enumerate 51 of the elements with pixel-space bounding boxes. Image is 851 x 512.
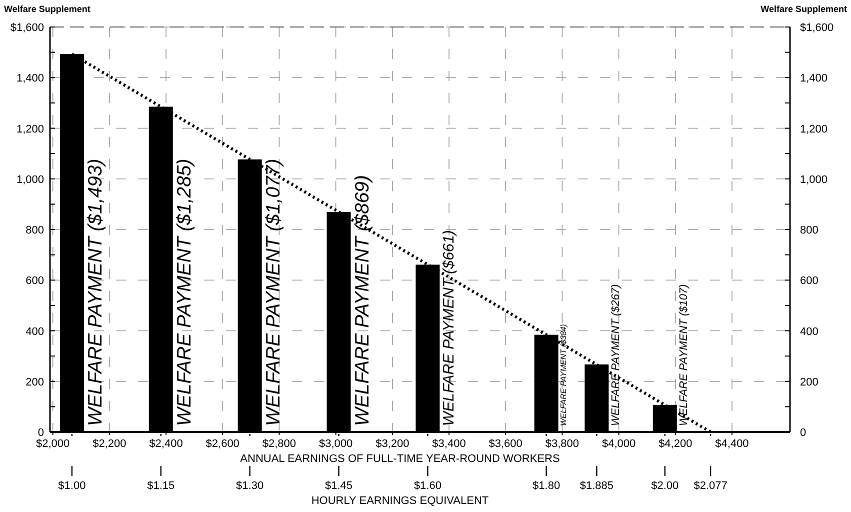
y-tick-label: 0 bbox=[38, 427, 44, 439]
y2-tick-label: 0 bbox=[800, 427, 806, 439]
data-label: WELFARE PAYMENT ($1,493) bbox=[84, 158, 106, 426]
x-tick-label: $3,600 bbox=[488, 438, 522, 450]
data-label: WELFARE PAYMENT ($661) bbox=[440, 230, 458, 426]
x-axis-title: ANNUAL EARNINGS OF FULL-TIME YEAR-ROUND WORKERS bbox=[240, 453, 560, 465]
x2-tick-label: $2.00 bbox=[651, 480, 679, 492]
y-tick-label: 800 bbox=[26, 224, 44, 236]
y2-tick-label: $1,600 bbox=[800, 22, 834, 34]
data-label: WELFARE PAYMENT ($1,285) bbox=[173, 158, 196, 426]
y2-axis-title: Welfare Supplement bbox=[760, 4, 847, 14]
x-tick-label: $2,400 bbox=[149, 438, 183, 450]
x-tick-label: $3,800 bbox=[545, 438, 580, 450]
x2-tick-label: $1.30 bbox=[236, 480, 264, 492]
data-label: WELFARE PAYMENT ($1,077) bbox=[262, 158, 284, 426]
x-tick-label: $3,200 bbox=[376, 438, 410, 450]
y2-tick-label: 600 bbox=[800, 275, 818, 288]
x-tick-label: $2,800 bbox=[262, 438, 296, 450]
data-label: WELFARE PAYMENT ($107) bbox=[678, 284, 690, 426]
y-axis-title: Welfare Supplement bbox=[4, 4, 90, 14]
x-tick-label: $2,600 bbox=[206, 438, 240, 450]
x2-tick-label: $1.45 bbox=[325, 480, 353, 492]
y-tick-label: 400 bbox=[26, 326, 44, 338]
x2-tick-label: $1.885 bbox=[580, 480, 614, 492]
x2-tick-label: $1.00 bbox=[58, 480, 86, 492]
x2-axis-title: HOURLY EARNINGS EQUIVALENT bbox=[311, 495, 489, 507]
x-tick-label: $4,200 bbox=[658, 438, 692, 450]
x2-tick-label: $1.15 bbox=[147, 480, 175, 492]
x2-tick-label: $1.80 bbox=[532, 480, 560, 492]
y-tick-label: 200 bbox=[26, 376, 44, 388]
y2-tick-label: 1,200 bbox=[800, 123, 828, 136]
x2-tick-label: $2.077 bbox=[694, 480, 728, 492]
y2-tick-label: 1,000 bbox=[800, 174, 828, 186]
x-tick-label: $2,200 bbox=[92, 438, 126, 450]
y-tick-label: $1,600 bbox=[10, 22, 44, 34]
y2-tick-label: 200 bbox=[800, 376, 818, 388]
x-tick-label: $4,000 bbox=[602, 438, 636, 450]
y2-tick-label: 1,400 bbox=[800, 72, 828, 85]
y2-tick-label: 800 bbox=[800, 224, 818, 236]
x-tick-label: $3,400 bbox=[432, 438, 466, 450]
y2-tick-label: 400 bbox=[800, 326, 818, 338]
y-tick-label: 1,400 bbox=[16, 72, 44, 85]
data-label: WELFARE PAYMENT ($869) bbox=[351, 175, 374, 426]
x-tick-label: $2,000 bbox=[36, 438, 70, 450]
x2-tick-label: $1.60 bbox=[414, 480, 442, 492]
y-tick-label: 600 bbox=[26, 275, 44, 288]
x-tick-label: $3,000 bbox=[318, 438, 353, 450]
y-tick-label: 1,000 bbox=[16, 174, 44, 186]
data-label: WELFARE PAYMENT ($267) bbox=[610, 284, 622, 426]
x-tick-label: $4,400 bbox=[715, 438, 749, 450]
y-tick-label: 1,200 bbox=[16, 123, 44, 136]
